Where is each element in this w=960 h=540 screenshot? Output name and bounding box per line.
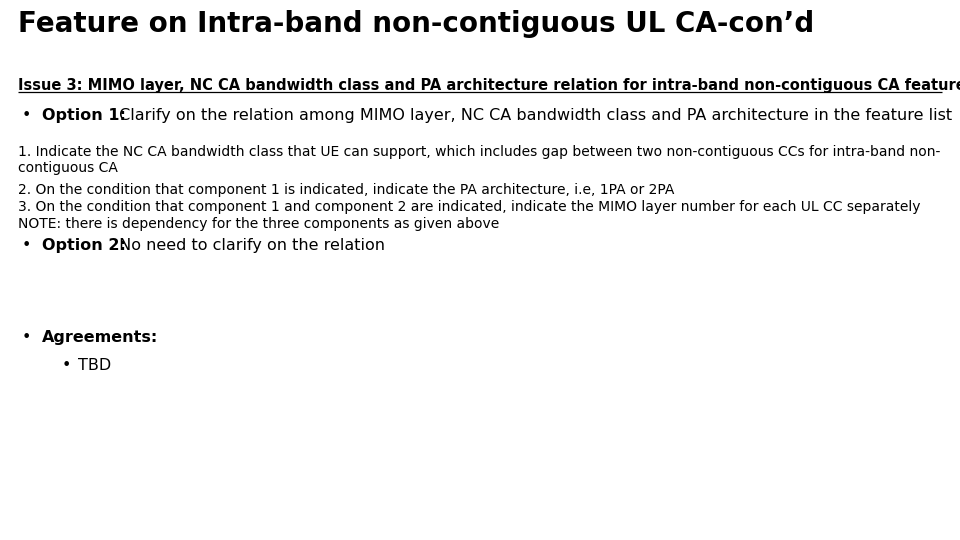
Text: No need to clarify on the relation: No need to clarify on the relation (114, 238, 385, 253)
Text: 3. On the condition that component 1 and component 2 are indicated, indicate the: 3. On the condition that component 1 and… (18, 200, 921, 214)
Text: Option 2:: Option 2: (42, 238, 126, 253)
Text: •: • (22, 108, 32, 123)
Text: Feature on Intra-band non-contiguous UL CA-con’d: Feature on Intra-band non-contiguous UL … (18, 10, 814, 38)
Text: Clarify on the relation among MIMO layer, NC CA bandwidth class and PA architect: Clarify on the relation among MIMO layer… (114, 108, 952, 123)
Text: •: • (22, 330, 32, 345)
Text: •: • (62, 358, 71, 373)
Text: NOTE: there is dependency for the three components as given above: NOTE: there is dependency for the three … (18, 217, 499, 231)
Text: Option 1:: Option 1: (42, 108, 126, 123)
Text: TBD: TBD (78, 358, 111, 373)
Text: contiguous CA: contiguous CA (18, 161, 118, 175)
Text: Agreements:: Agreements: (42, 330, 158, 345)
Text: Issue 3: MIMO layer, NC CA bandwidth class and PA architecture relation for intr: Issue 3: MIMO layer, NC CA bandwidth cla… (18, 78, 960, 93)
Text: 1. Indicate the NC CA bandwidth class that UE can support, which includes gap be: 1. Indicate the NC CA bandwidth class th… (18, 145, 941, 159)
Text: •: • (22, 238, 32, 253)
Text: 2. On the condition that component 1 is indicated, indicate the PA architecture,: 2. On the condition that component 1 is … (18, 183, 674, 197)
